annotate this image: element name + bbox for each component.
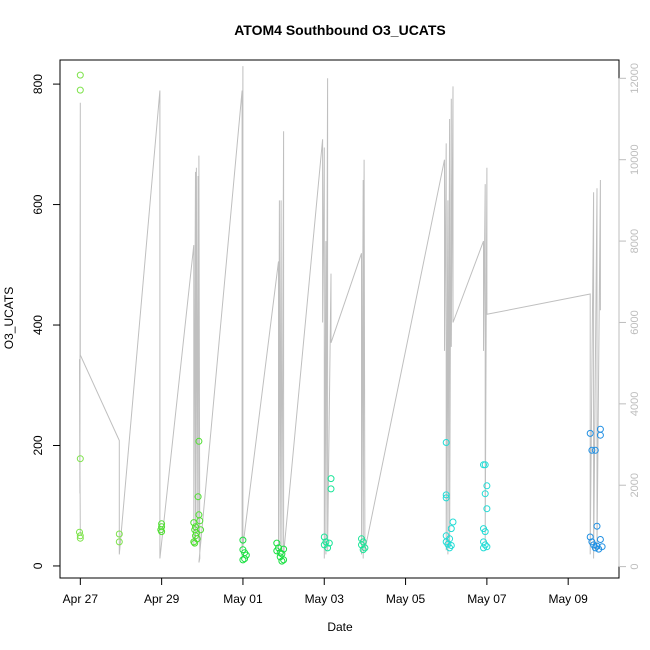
data-point	[481, 528, 489, 536]
y-tick-label: 600	[31, 194, 45, 214]
x-axis-label: Date	[327, 620, 353, 634]
data-point	[586, 533, 594, 541]
data-point	[158, 528, 166, 536]
data-point	[483, 505, 491, 513]
y2-tick-label: 6000	[629, 310, 641, 334]
data-point	[446, 544, 454, 552]
data-point	[320, 533, 328, 541]
x-tick-label: Apr 27	[63, 592, 99, 606]
data-point	[115, 530, 123, 538]
data-point	[483, 543, 491, 551]
y-tick-label: 200	[31, 435, 45, 455]
y2-axis: 0 2000 4000 6000 8000 10000 12000	[618, 63, 641, 570]
data-point	[591, 544, 599, 552]
x-tick-label: May 09	[549, 592, 589, 606]
data-point	[195, 437, 203, 445]
data-point	[239, 536, 247, 544]
y2-tick-label: 4000	[629, 392, 641, 416]
data-point	[324, 544, 332, 552]
data-point	[76, 86, 84, 94]
data-point	[595, 545, 603, 553]
data-point	[588, 446, 596, 454]
x-tick-label: Apr 29	[144, 592, 180, 606]
data-point	[158, 523, 166, 531]
y2-tick-label: 12000	[629, 63, 641, 94]
data-point	[242, 551, 250, 559]
data-point	[273, 539, 281, 547]
data-point	[191, 539, 199, 547]
y2-tick-label: 0	[629, 564, 641, 570]
data-point	[481, 490, 489, 498]
data-point	[190, 538, 198, 546]
data-point	[76, 455, 84, 463]
points-layer	[76, 71, 606, 565]
y-axis-label: O3_UCATS	[2, 287, 16, 349]
y2-tick-label: 2000	[629, 473, 641, 497]
data-point	[76, 532, 84, 540]
data-point	[447, 525, 455, 533]
x-tick-label: May 03	[305, 592, 345, 606]
data-point	[327, 475, 335, 483]
data-point	[197, 526, 205, 534]
data-point	[361, 544, 369, 552]
data-point	[596, 431, 604, 439]
data-point	[480, 544, 487, 552]
y2-tick-label: 10000	[629, 144, 641, 175]
secondary-series-layer	[79, 66, 601, 563]
data-point	[325, 539, 333, 547]
data-point	[444, 540, 452, 548]
data-point	[280, 556, 288, 564]
y-tick-label: 800	[31, 74, 45, 94]
data-point	[278, 557, 286, 565]
chart-title: ATOM4 Southbound O3_UCATS	[234, 22, 446, 38]
data-point	[196, 517, 204, 525]
secondary-series-line	[79, 66, 601, 563]
x-axis: Apr 27 Apr 29 May 01 May 03 May 05 May 07 May …	[63, 577, 589, 606]
y2-tick-label: 8000	[629, 229, 641, 253]
data-point	[280, 545, 288, 553]
y-tick-label: 0	[31, 562, 45, 569]
x-tick-label: May 05	[386, 592, 426, 606]
data-point	[483, 482, 491, 490]
data-point	[586, 429, 594, 437]
y-tick-label: 400	[31, 315, 45, 335]
x-tick-label: May 07	[467, 592, 507, 606]
data-point	[239, 556, 247, 564]
data-point	[593, 522, 601, 530]
data-point	[115, 538, 123, 546]
data-point	[76, 71, 84, 79]
data-point	[194, 493, 202, 501]
data-point	[241, 555, 249, 563]
x-tick-label: May 01	[223, 592, 263, 606]
data-point	[442, 494, 450, 502]
data-point	[327, 485, 335, 493]
data-point	[273, 547, 281, 555]
data-point	[76, 534, 84, 542]
data-point	[591, 446, 599, 454]
data-point	[442, 491, 450, 499]
data-point	[449, 518, 457, 526]
y-axis: 0 200 400 600 800	[31, 74, 61, 569]
data-point	[442, 439, 450, 446]
data-point	[359, 546, 367, 554]
data-point	[481, 461, 489, 469]
data-point	[596, 536, 604, 543]
